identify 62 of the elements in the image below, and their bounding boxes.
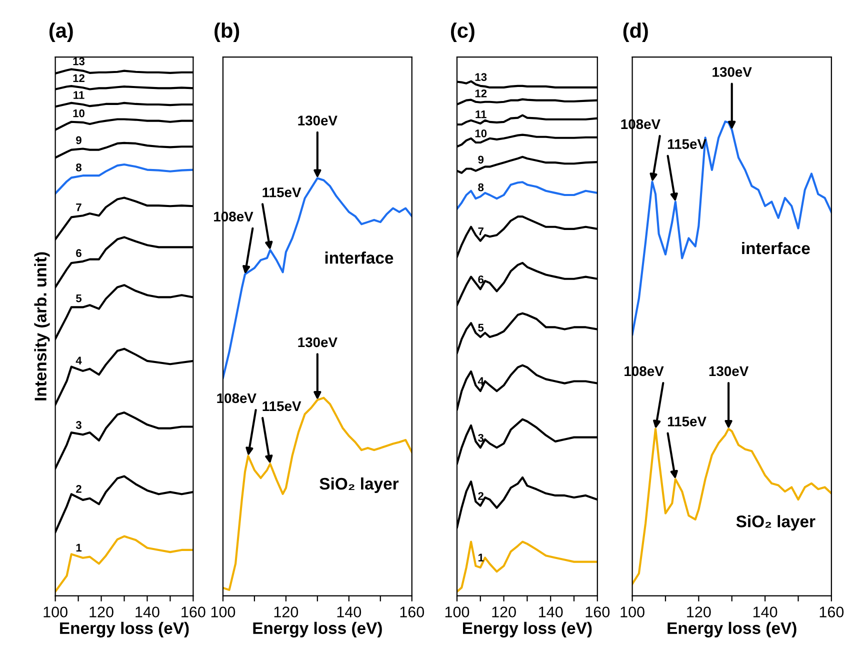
chart-title: (b) — [214, 22, 240, 42]
series-label: 1 — [76, 544, 82, 552]
x-tick-label: 120 — [492, 606, 516, 618]
x-tick-label: 140 — [539, 606, 563, 618]
chart-title: (c) — [451, 22, 474, 42]
x-tick-label: 120 — [90, 606, 114, 618]
annotation: 130eV — [712, 67, 752, 77]
annotation: 130eV — [298, 337, 338, 348]
x-tick-label: 160 — [182, 606, 206, 618]
series-label: SiO₂ layer — [736, 515, 816, 531]
x-tick-label: 120 — [687, 606, 711, 618]
x-tick-label: 160 — [400, 606, 424, 618]
series-label: 1 — [478, 554, 484, 562]
series-label: 10 — [73, 109, 84, 118]
series-label: interface — [742, 242, 810, 254]
x-axis-title: Energy loss (eV) — [463, 622, 592, 638]
x-tick-label: 160 — [820, 606, 844, 618]
chart-title: (d) — [623, 22, 648, 42]
annotation: 115eV — [668, 416, 706, 426]
series-label: 5 — [478, 324, 484, 332]
annotation: 115eV — [262, 401, 302, 412]
series-label: 8 — [478, 183, 484, 192]
x-tick-label: 160 — [586, 606, 610, 618]
series-label: 2 — [76, 485, 82, 493]
x-tick-label: 100 — [445, 606, 470, 618]
series-label: 11 — [74, 91, 84, 99]
x-axis-title: Energy loss (eV) — [60, 622, 189, 638]
series-label: 12 — [475, 89, 487, 98]
x-axis-title: Energy loss (eV) — [253, 622, 382, 638]
series-label: SiO₂ layer — [320, 477, 399, 493]
series-label: 4 — [478, 377, 484, 385]
series-label: 8 — [76, 164, 82, 172]
x-tick-label: 140 — [753, 606, 778, 618]
series-label: 2 — [478, 492, 484, 500]
x-tick-label: 120 — [274, 606, 298, 618]
series-label: 7 — [478, 227, 484, 236]
x-tick-label: 140 — [337, 606, 362, 618]
series-label: 5 — [76, 294, 82, 302]
annotation: 130eV — [709, 366, 749, 376]
x-axis-title: Energy loss (eV) — [668, 622, 796, 638]
y-axis-title: Intensity (arb. unit) — [34, 252, 50, 400]
x-tick-label: 100 — [620, 606, 644, 618]
series-label: 9 — [478, 156, 484, 164]
series-label: 9 — [76, 136, 82, 144]
series-label: 3 — [478, 434, 484, 442]
series-label: 12 — [73, 74, 84, 82]
x-tick-label: 100 — [211, 606, 236, 618]
series-label: 3 — [76, 421, 82, 429]
series-label: 13 — [475, 73, 487, 82]
annotation: 130eV — [298, 116, 338, 126]
series-label: 13 — [73, 57, 85, 66]
annotation: 115eV — [262, 188, 302, 198]
series-label: 6 — [478, 275, 484, 284]
x-tick-label: 140 — [136, 606, 160, 618]
series-label: 6 — [76, 249, 82, 258]
series-label: 10 — [475, 129, 487, 138]
series-label: 7 — [76, 203, 82, 212]
series-label: 4 — [76, 356, 82, 364]
series-label: 11 — [476, 110, 486, 118]
chart-title: (a) — [49, 22, 73, 42]
series-label: interface — [325, 252, 394, 264]
x-tick-label: 100 — [44, 606, 68, 618]
